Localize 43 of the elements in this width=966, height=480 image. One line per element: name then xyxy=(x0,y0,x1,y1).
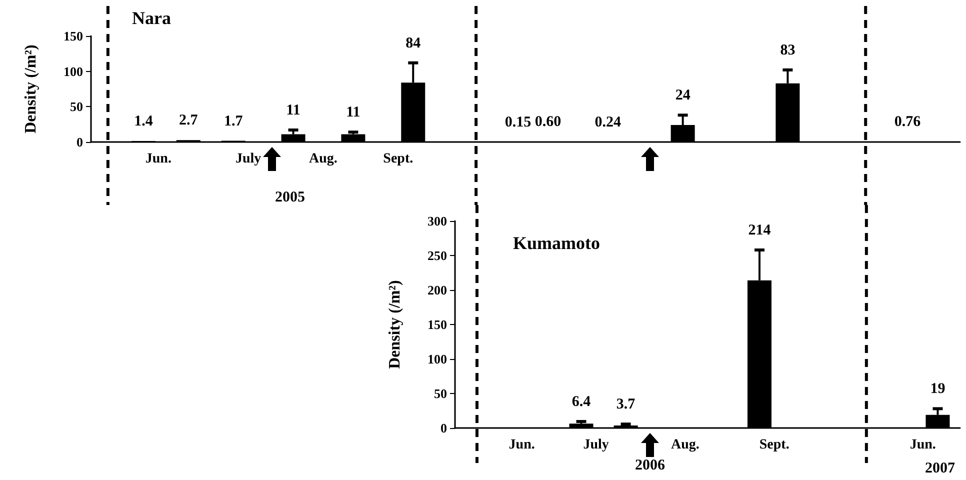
text: 2006 xyxy=(635,458,666,474)
x-tick-label: July xyxy=(235,152,262,166)
x-tick-label: Sept. xyxy=(759,438,790,452)
data-label: 11 xyxy=(346,104,360,121)
y-tick-label: 150 xyxy=(64,28,83,44)
data-label: 19 xyxy=(930,381,946,398)
chart-title: Nara xyxy=(132,8,171,28)
y-tick-label: 50 xyxy=(434,386,447,401)
data-label: 83 xyxy=(780,42,796,58)
y-tick-label: 250 xyxy=(428,248,447,263)
y-axis-title: Density (/m²) xyxy=(386,280,404,369)
y-tick-label: 50 xyxy=(70,99,83,114)
data-label: 11 xyxy=(286,102,300,118)
text: 2007 xyxy=(925,460,956,476)
x-tick-label: Jun. xyxy=(145,152,172,166)
y-tick-label: 200 xyxy=(428,282,447,298)
y-tick-label: 100 xyxy=(428,352,447,366)
data-label: 1.4 xyxy=(134,114,154,130)
data-label: 0.24 xyxy=(594,114,622,130)
data-label: 0.60 xyxy=(534,114,562,130)
y-tick-label: 300 xyxy=(428,214,447,228)
text: 2005 xyxy=(275,190,305,206)
x-tick-label: Jun. xyxy=(910,438,936,452)
x-tick-label: Aug. xyxy=(309,152,338,166)
data-label: 3.7 xyxy=(616,396,636,413)
y-axis-title: Density (/m²) xyxy=(22,44,40,134)
data-label: 0.76 xyxy=(894,114,922,130)
data-label: 0.15 xyxy=(504,114,532,130)
y-tick-label: 150 xyxy=(428,317,447,332)
text: Kumamoto xyxy=(513,233,600,253)
y-tick-label: 0 xyxy=(440,420,447,436)
data-label: 24 xyxy=(675,88,691,104)
x-tick-label: July xyxy=(583,438,609,452)
x-tick-label: Jun. xyxy=(508,438,535,452)
data-label: 84 xyxy=(406,35,422,52)
y-tick-label: 0 xyxy=(76,134,83,150)
y-tick-label: 100 xyxy=(64,64,83,79)
data-label: 2.7 xyxy=(179,112,198,129)
x-tick-label: Sept. xyxy=(383,152,414,166)
data-label: 214 xyxy=(748,222,772,238)
data-label: 6.4 xyxy=(572,394,592,410)
x-tick-label: Aug. xyxy=(671,438,700,452)
data-label: 1.7 xyxy=(224,113,244,130)
